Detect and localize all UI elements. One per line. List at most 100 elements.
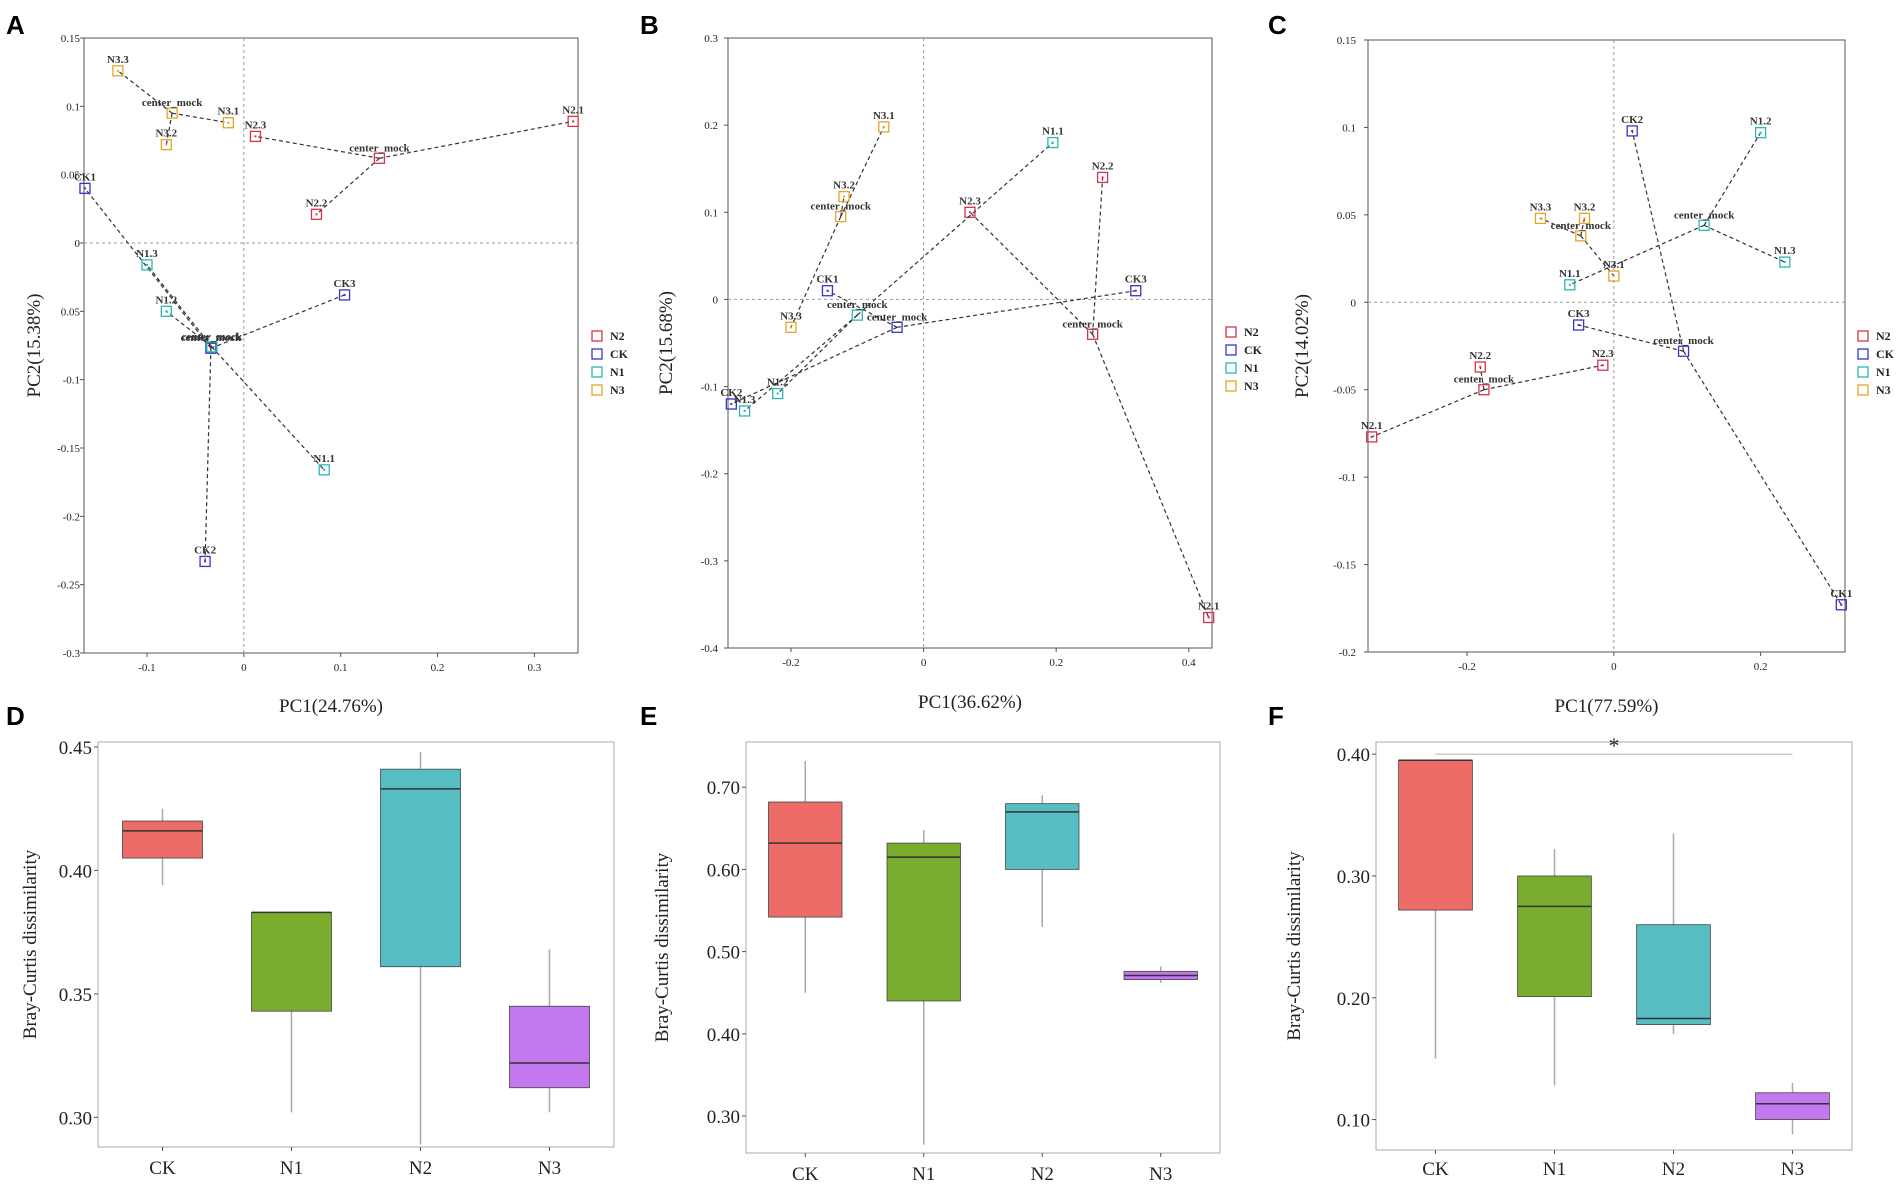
- sample-point-ck: [725, 398, 737, 410]
- x-axis-label: PC1(24.76%): [279, 696, 383, 717]
- sample-point-n1: [1779, 256, 1791, 268]
- boxplot-panel-d: 0.30 0.35 0.40 0.45 Bray-Curtis dissimilarit…: [20, 738, 615, 1179]
- legend-swatch-n3: [591, 384, 603, 396]
- sample-point-n2: [1096, 171, 1109, 184]
- spider-line: [1580, 235, 1615, 277]
- sample-label: N2.1: [1361, 420, 1383, 432]
- spider-line: [379, 120, 574, 159]
- spider-line: [1371, 389, 1485, 438]
- box-n1: [1517, 875, 1592, 997]
- sample-point-dot: [227, 121, 230, 124]
- sample-point-n1: [318, 464, 330, 476]
- sample-point-ck: [199, 555, 211, 568]
- sample-point-n1: [738, 405, 751, 417]
- sample-label: N3.2: [1574, 201, 1596, 213]
- sample-point-n3: [160, 138, 172, 151]
- spider-line: [1569, 224, 1705, 286]
- center-label: center_mock: [1454, 374, 1515, 386]
- spider-line: [1540, 217, 1582, 237]
- box-n3: [1755, 1092, 1830, 1120]
- category-label: N1: [1543, 1159, 1566, 1180]
- sample-label: N1.2: [1750, 116, 1772, 128]
- sample-point-dot: [1539, 217, 1542, 220]
- y-tick-label: 0.10: [1337, 1111, 1370, 1132]
- sample-point-dot: [1370, 435, 1373, 438]
- sample-point-dot: [1577, 324, 1580, 327]
- center-label: center_mock: [1653, 335, 1714, 347]
- y-tick-label: -0.1: [63, 375, 80, 387]
- sample-label: N3.1: [873, 110, 895, 122]
- spider-line: [840, 196, 845, 217]
- y-axis-label: PC2(15.68%): [656, 291, 677, 395]
- y-tick-label: 0.1: [66, 101, 80, 113]
- y-tick-label: 0.50: [707, 943, 740, 964]
- y-tick-label: 0.40: [59, 861, 92, 882]
- spider-line: [1683, 350, 1842, 606]
- legend-label-n1: N1: [610, 365, 625, 379]
- sample-label: N1.1: [313, 453, 335, 465]
- sample-point-n1: [772, 387, 784, 400]
- legend-label-n1: N1: [1244, 361, 1259, 375]
- sample-label: N2.3: [245, 119, 267, 131]
- spider-line: [1631, 130, 1685, 352]
- spider-line: [731, 326, 898, 405]
- x-tick-label: 0.3: [528, 662, 542, 674]
- sample-point-n3: [1578, 212, 1591, 225]
- x-tick-label: -0.2: [782, 657, 799, 669]
- x-tick-label: -0.2: [1458, 661, 1475, 673]
- sample-label: N2.2: [1092, 160, 1114, 172]
- y-tick-label: 0: [713, 294, 719, 306]
- y-tick-label: 0: [75, 238, 81, 250]
- sample-point-n2: [964, 206, 976, 218]
- y-tick-label: -0.15: [1333, 560, 1356, 572]
- sample-point-dot: [1583, 217, 1586, 220]
- sample-point-n2: [1597, 359, 1609, 371]
- y-tick-label: 0.45: [59, 738, 92, 759]
- box-n1: [886, 842, 961, 1002]
- sample-point-ck: [338, 289, 351, 301]
- sample-label: CK3: [1125, 274, 1148, 286]
- panel-letter-c: C: [1268, 10, 1287, 40]
- y-tick-label: 0.05: [1337, 210, 1357, 222]
- sample-label: N1.2: [767, 377, 789, 389]
- spider-line: [117, 70, 173, 114]
- spider-line: [1580, 218, 1586, 236]
- spider-line: [1703, 224, 1786, 263]
- legend-swatch-n1: [591, 366, 603, 378]
- sample-point-n3: [222, 117, 234, 129]
- sample-point-dot: [83, 187, 86, 190]
- category-label: N3: [538, 1158, 561, 1179]
- sample-point-dot: [1101, 176, 1104, 179]
- y-tick-label: -0.2: [1339, 647, 1356, 659]
- x-tick-label: -0.1: [138, 662, 155, 674]
- legend-label-n2: N2: [610, 329, 625, 343]
- sample-point-dot: [1631, 129, 1634, 132]
- center-label: center_mock: [349, 142, 410, 154]
- box-ck: [768, 801, 843, 918]
- legend-swatch-ck: [591, 348, 603, 360]
- sample-label: N2.1: [562, 104, 584, 116]
- sample-label: N2.3: [959, 195, 981, 207]
- x-tick-label: 0.4: [1182, 657, 1196, 669]
- sample-point-dot: [1568, 283, 1571, 286]
- box-n2: [380, 768, 461, 968]
- center-marker-n2: [1478, 384, 1490, 396]
- sample-point-ck: [1835, 599, 1847, 611]
- plot-frame: [1367, 39, 1846, 653]
- spider-line: [172, 112, 229, 124]
- sample-point-ck: [821, 285, 834, 297]
- panel-letter-a: A: [6, 10, 25, 40]
- sample-label: CK2: [720, 387, 743, 399]
- sample-label: N2.1: [1198, 601, 1220, 613]
- x-tick-label: 0: [921, 657, 927, 669]
- center-marker-n1: [1698, 219, 1710, 231]
- spider-line: [827, 290, 898, 328]
- sample-point-dot: [165, 143, 168, 146]
- sample-point-dot: [116, 69, 119, 72]
- y-axis-label: PC2(15.38%): [24, 294, 45, 398]
- center-label: center_mock: [867, 311, 928, 323]
- sample-label: N2.3: [1592, 348, 1614, 360]
- center-marker-n1: [206, 341, 218, 353]
- boxplot-panel-e: 0.30 0.40 0.50 0.60 0.70 Bray-Curtis dissimil…: [652, 741, 1221, 1185]
